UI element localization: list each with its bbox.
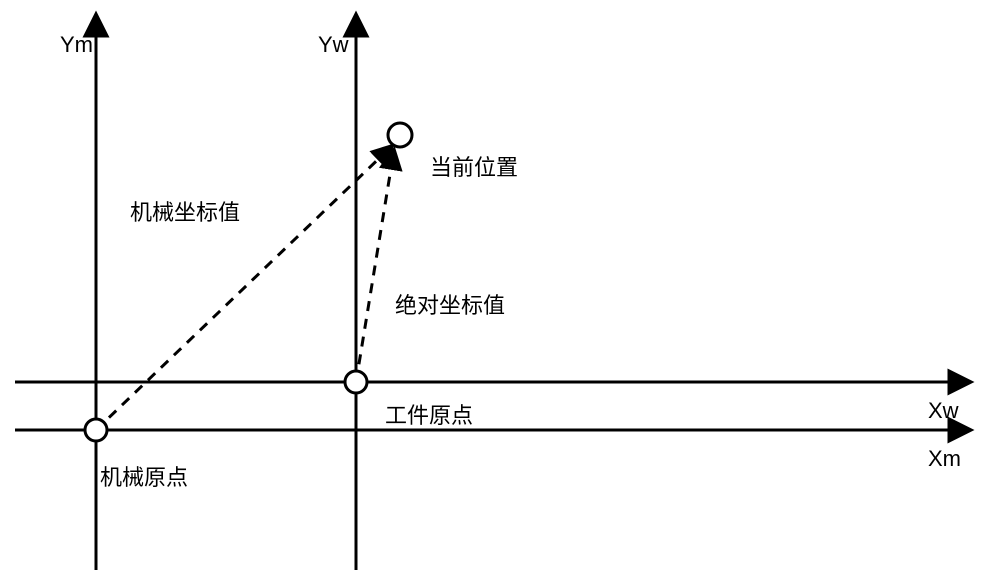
label-axis-xm: Xm [928,446,961,472]
label-axis-ym: Ym [60,32,93,58]
label-abs-coord: 绝对坐标值 [395,288,505,320]
label-mech-origin: 机械原点 [100,460,188,492]
vector-work-to-current [356,150,394,382]
label-axis-yw: Yw [318,32,349,58]
point-work-origin [345,371,367,393]
label-axis-xw: Xw [928,398,959,424]
label-current-pos: 当前位置 [430,150,518,182]
label-work-origin: 工件原点 [385,398,473,430]
point-mech-origin [85,419,107,441]
label-mech-coord: 机械坐标值 [130,195,240,227]
point-current-pos [388,123,412,147]
